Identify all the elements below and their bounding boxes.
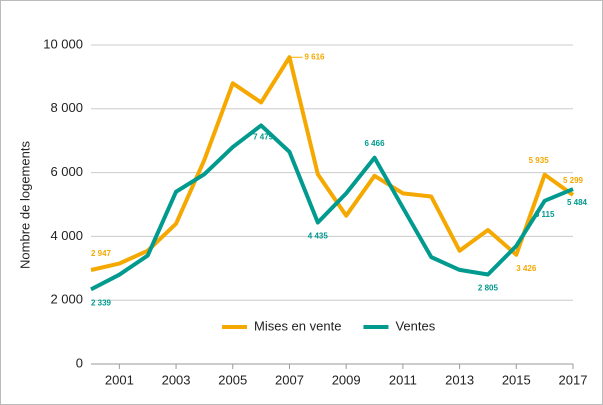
data-label: 4 435 [308, 232, 329, 241]
legend-label: Mises en vente [254, 318, 341, 333]
data-label: 9 616 [304, 52, 325, 61]
data-label: 5 935 [529, 156, 550, 165]
x-tick-label: 2011 [389, 372, 417, 387]
series-line [90, 55, 575, 272]
y-axis-label: Nombre de logements [17, 141, 32, 269]
y-tick-label: 0 [76, 355, 83, 370]
data-label: 5 484 [567, 198, 588, 207]
x-tick-label: 2013 [445, 372, 474, 387]
data-label: 2 339 [91, 298, 112, 307]
y-tick-label: 10 000 [43, 36, 83, 51]
x-tick-label: 2015 [502, 372, 531, 387]
y-tick-label: 8 000 [50, 100, 83, 115]
data-label: 6 466 [365, 139, 386, 148]
x-tick-label: 2007 [275, 372, 304, 387]
x-tick-label: 2017 [559, 372, 588, 387]
x-tick-label: 2001 [105, 372, 134, 387]
x-tick-label: 2009 [332, 372, 361, 387]
data-label: 5 299 [563, 176, 584, 185]
legend-label: Ventes [395, 318, 435, 333]
data-label: 2 805 [478, 284, 499, 293]
data-label: 7 479 [253, 133, 274, 142]
x-tick-label: 2003 [162, 372, 191, 387]
series-line [90, 123, 574, 292]
data-label: 3 426 [516, 264, 537, 273]
x-tick-label: 2005 [218, 372, 247, 387]
y-tick-label: 4 000 [50, 228, 83, 243]
y-tick-label: 6 000 [50, 164, 83, 179]
data-label: 2 947 [91, 249, 112, 258]
data-label: 5 115 [535, 210, 555, 219]
y-tick-label: 2 000 [50, 292, 83, 307]
